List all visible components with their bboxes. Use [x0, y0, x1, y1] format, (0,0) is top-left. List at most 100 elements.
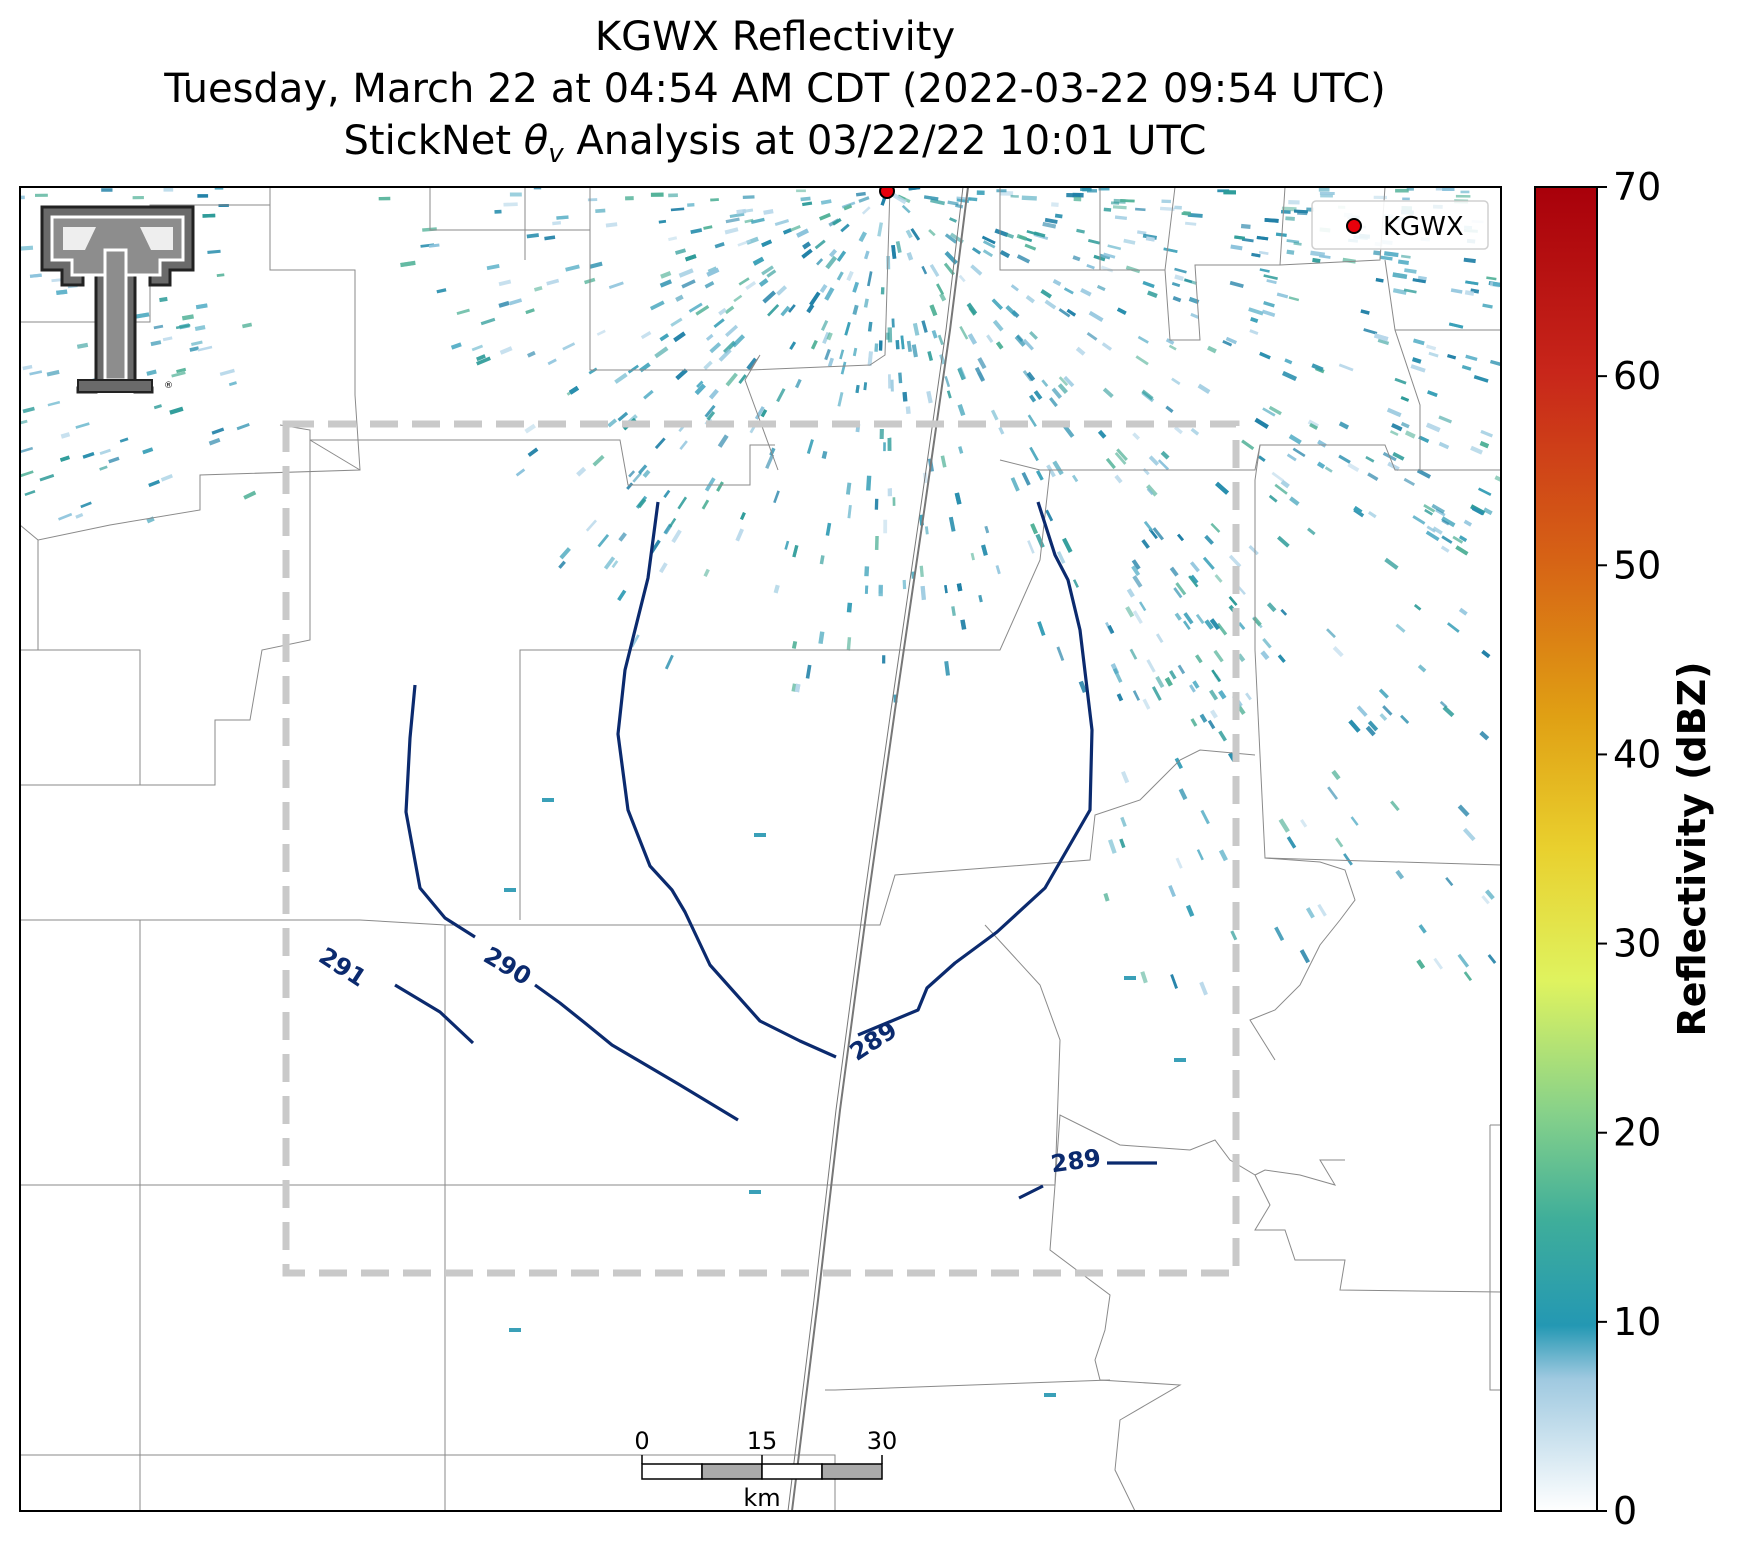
radar-echo-gate — [450, 342, 462, 350]
radar-echo-gate — [191, 340, 203, 346]
radar-echo-gate — [1257, 455, 1266, 462]
radar-echo-gate — [1438, 441, 1450, 450]
radar-echo-gate — [1027, 540, 1035, 554]
radar-echo-gate — [981, 235, 996, 245]
radar-echo-gate — [1350, 816, 1359, 826]
radar-echo-gate — [1026, 371, 1036, 382]
radar-echo-gate — [1428, 351, 1439, 358]
radar-echo-gate — [1156, 633, 1164, 644]
title-line-1: KGWX Reflectivity — [594, 14, 956, 60]
radar-echo-gate — [1441, 516, 1456, 528]
radar-echo-gate — [847, 504, 852, 519]
radar-echo-gate — [1404, 268, 1417, 274]
radar-echo-gate — [878, 340, 883, 351]
radar-echo-gate — [664, 654, 674, 670]
radar-echo-gate — [1431, 503, 1445, 514]
radar-echo-gate — [1103, 207, 1112, 212]
radar-echo-gate — [1458, 607, 1468, 616]
radar-echo-gate — [1245, 692, 1252, 701]
radar-echo-gate — [1259, 351, 1271, 360]
radar-echo-gate — [1114, 474, 1123, 484]
radar-echo-gate — [924, 526, 929, 535]
radar-echo-gate — [867, 321, 873, 332]
radar-echo-gate — [1389, 430, 1399, 437]
radar-echo-gate — [1051, 202, 1059, 207]
analysis-domain-box — [282, 420, 1240, 1277]
radar-echo-gate — [1105, 457, 1116, 470]
radar-echo-gate — [749, 1190, 761, 1194]
radar-echo-gate — [1148, 455, 1160, 466]
radar-echo-gate — [1268, 494, 1278, 503]
radar-echo-gate — [684, 254, 697, 262]
radar-echo-gate — [1403, 477, 1416, 486]
radar-echo-gate — [46, 369, 60, 377]
radar-echo-gate — [1168, 344, 1177, 351]
radar-echo-gate — [1441, 535, 1453, 544]
radar-echo-gate — [498, 279, 512, 287]
radar-echo-gate — [754, 833, 766, 837]
radar-echo-gate — [1262, 407, 1276, 417]
radar-echo-gate — [998, 426, 1005, 435]
radar-echo-gate — [704, 281, 715, 289]
radar-echo-gate — [99, 465, 108, 471]
radar-echo-gate — [1289, 496, 1300, 506]
radar-echo-gate — [1204, 619, 1214, 630]
radar-echo-gate — [1367, 510, 1377, 519]
radar-echo-gate — [1146, 484, 1158, 497]
radar-echo-gate — [1458, 535, 1468, 542]
radar-echo-gate — [867, 271, 873, 287]
radar-echo-gate — [1241, 439, 1255, 451]
radar-echo-gate — [717, 434, 729, 448]
radar-echo-gate — [587, 198, 598, 202]
radar-echo-gate — [1213, 649, 1224, 663]
radar-echo-gate — [1121, 770, 1130, 784]
radar-echo-gate — [1086, 331, 1098, 341]
radar-echo-gate — [1452, 535, 1464, 544]
radar-echo-gate — [1278, 818, 1290, 833]
radar-echo-gate — [1271, 471, 1284, 482]
radar-echo-gate — [552, 220, 562, 226]
radar-echo-gate — [82, 451, 95, 459]
radar-echo-gate — [694, 383, 706, 396]
radar-echo-gate — [597, 533, 610, 548]
radar-echo-gate — [879, 428, 884, 440]
radar-echo-gate — [1165, 338, 1175, 345]
radar-echoes — [20, 187, 1501, 1397]
radar-echo-gate — [796, 228, 809, 238]
radar-echo-gate — [769, 447, 776, 456]
radar-echo-gate — [855, 191, 866, 197]
radar-echo-gate — [1204, 534, 1214, 545]
radar-echo-gate — [940, 455, 947, 468]
radar-echo-gate — [891, 192, 907, 205]
radar-echo-gate — [1209, 618, 1221, 631]
radar-echo-gate — [1199, 713, 1208, 723]
radar-echo-gate — [776, 285, 788, 296]
radar-echo-gate — [1318, 254, 1331, 259]
radar-echo-gate — [954, 492, 962, 505]
radar-echo-gate — [1103, 892, 1110, 902]
radar-echo-gate — [1316, 461, 1326, 469]
radar-echo-gate — [895, 339, 900, 350]
radar-echo-gate — [752, 256, 765, 266]
radar-echo-gate — [1010, 194, 1019, 198]
radar-echo-gate — [1035, 533, 1045, 549]
radar-echo-gate — [1425, 422, 1441, 433]
radar-echo-gate — [1483, 507, 1493, 516]
radar-echo-gate — [1027, 414, 1037, 427]
radar-echo-gate — [1215, 481, 1229, 495]
radar-echo-gate — [978, 594, 983, 603]
radar-echo-gate — [1171, 377, 1181, 386]
radar-echo-gate — [640, 331, 652, 340]
radar-echo-gate — [794, 683, 801, 693]
radar-echo-gate — [882, 655, 886, 664]
radar-echo-gate — [707, 266, 717, 273]
radar-echo-gate — [776, 388, 786, 403]
radar-echo-gate — [948, 516, 956, 532]
radar-echo-gate — [678, 268, 694, 278]
radar-echo-gate — [150, 340, 162, 347]
radar-echo-gate — [1463, 257, 1476, 264]
radar-echo-gate — [1486, 276, 1497, 281]
radar-echo-gate — [1033, 390, 1043, 400]
radar-echo-gate — [1098, 187, 1110, 191]
radar-echo-gate — [836, 271, 844, 281]
